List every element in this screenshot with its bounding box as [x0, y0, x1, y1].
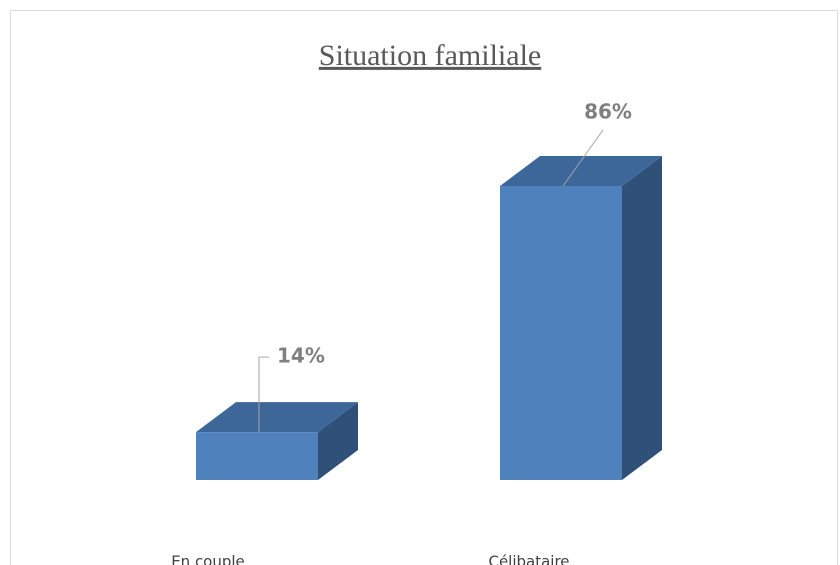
chart-frame: [10, 10, 838, 565]
bar-top: [196, 402, 358, 433]
value-label: 14%: [277, 344, 325, 368]
bar: [196, 432, 318, 480]
bar-side: [318, 402, 358, 480]
bar-side: [622, 156, 662, 480]
value-label: 86%: [584, 100, 632, 124]
leader-line: [258, 356, 269, 433]
bar: [500, 186, 622, 480]
chart-title: Situation familiale: [319, 39, 541, 72]
x-tick-label: En couple: [171, 553, 245, 565]
x-tick-label: Célibataire: [488, 553, 569, 565]
leader-line: [562, 129, 604, 187]
bar-top: [500, 156, 662, 186]
